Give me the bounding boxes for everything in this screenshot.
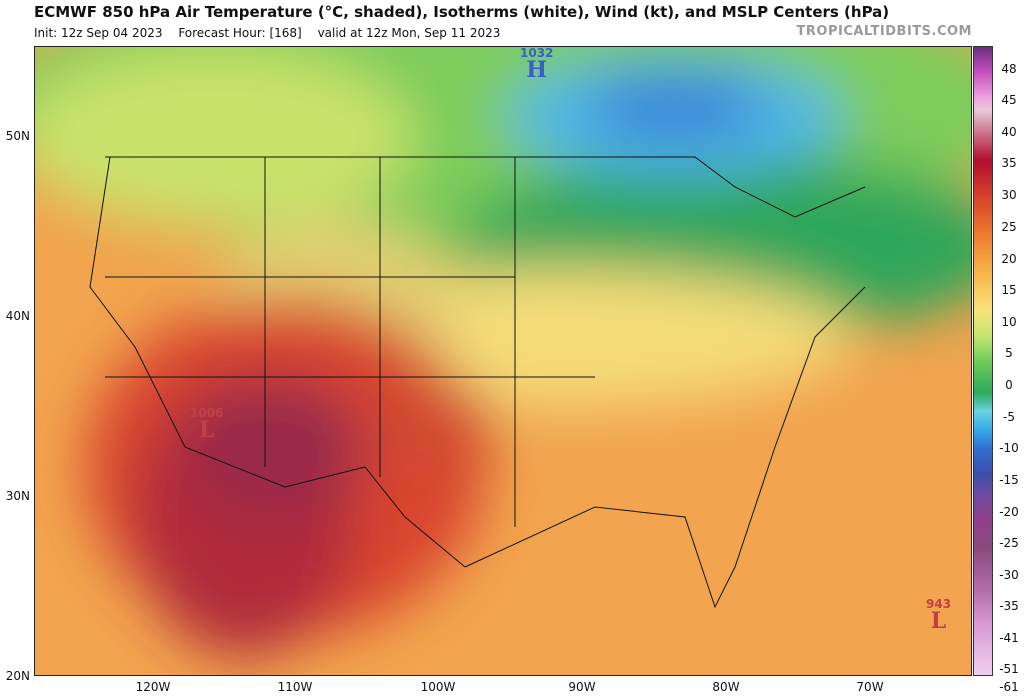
lon-label-120w: 120W <box>135 680 171 694</box>
colorbar-tick: -35 <box>999 599 1019 613</box>
west-coast-border <box>89 156 466 568</box>
map-title: ECMWF 850 hPa Air Temperature (°C, shade… <box>34 3 890 21</box>
colorbar-tick: 40 <box>1001 125 1017 139</box>
lon-label-90w: 90W <box>568 680 596 694</box>
temperature-map <box>34 46 972 676</box>
colorbar-tick: -41 <box>999 631 1019 645</box>
low-pressure-value-atlantic: 943 <box>926 597 952 611</box>
lon-label-110w: 110W <box>277 680 313 694</box>
valid-time: valid at 12z Mon, Sep 11 2023 <box>317 26 501 40</box>
colorbar-tick: 48 <box>1001 62 1017 76</box>
colorbar-tick: 25 <box>1001 220 1017 234</box>
colorbar-tick: 5 <box>1005 346 1013 360</box>
lon-label-70w: 70W <box>856 680 884 694</box>
colorbar-tick: -25 <box>999 536 1019 550</box>
brand-watermark: TROPICALTIDBITS.COM <box>796 24 972 39</box>
lat-label-20n: 20N <box>5 669 30 683</box>
colorbar-tick: 30 <box>1001 188 1017 202</box>
init-time: Init: 12z Sep 04 2023 <box>34 26 163 40</box>
colorbar-tick: -30 <box>999 568 1019 582</box>
colorbar-tick: 15 <box>1001 283 1017 297</box>
gulf-east-coast <box>464 286 866 609</box>
high-pressure-value: 1032 <box>520 46 554 60</box>
colorbar-tick: 45 <box>1001 93 1017 107</box>
colorbar-tick: -15 <box>999 473 1019 487</box>
low-pressure-letter-west: L <box>198 417 215 443</box>
lat-label-40n: 40N <box>5 309 30 323</box>
colorbar-tick: -5 <box>1003 410 1015 424</box>
map-subtitle: Init: 12z Sep 04 2023 Forecast Hour: [16… <box>34 26 512 40</box>
low-pressure-value-west: 1006 <box>190 406 224 420</box>
high-pressure-center: 1032 H <box>520 46 554 83</box>
colorbar-tick: -10 <box>999 441 1019 455</box>
border-lines <box>89 156 866 609</box>
lat-label-30n: 30N <box>5 489 30 503</box>
temperature-shading <box>35 47 971 657</box>
colorbar-tick: 35 <box>1001 156 1017 170</box>
colorbar-tick: -61 <box>999 680 1019 694</box>
colorbar-tick: -20 <box>999 505 1019 519</box>
low-pressure-letter-atlantic: L <box>930 608 947 634</box>
high-pressure-letter: H <box>526 57 548 83</box>
low-pressure-center-atlantic: 943 L <box>926 597 952 634</box>
map-svg <box>35 47 971 675</box>
low-pressure-center-west: 1006 L <box>190 406 224 443</box>
lon-label-100w: 100W <box>420 680 456 694</box>
colorbar-tick: 20 <box>1001 252 1017 266</box>
colorbar-tick: 10 <box>1001 315 1017 329</box>
lon-label-80w: 80W <box>712 680 740 694</box>
colorbar-tick: 0 <box>1005 378 1013 392</box>
canada-border <box>105 156 866 218</box>
forecast-hour: Forecast Hour: [168] <box>178 26 302 40</box>
temperature-colorbar <box>973 46 993 676</box>
lat-label-50n: 50N <box>5 129 30 143</box>
colorbar-tick: -51 <box>999 662 1019 676</box>
